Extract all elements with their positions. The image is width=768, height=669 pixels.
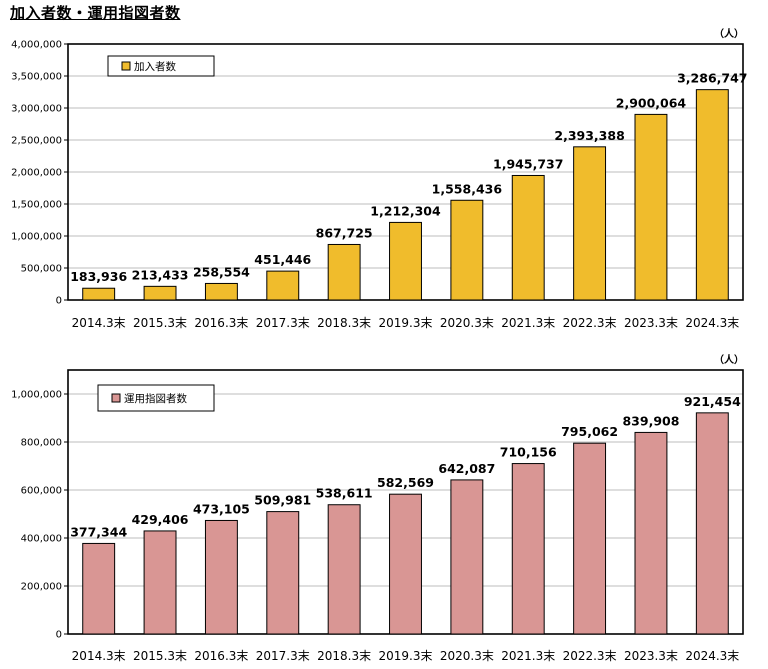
data-label: 710,156 — [500, 445, 557, 460]
x-category-label: 2023.3末 — [624, 649, 678, 663]
bar — [511, 174, 545, 301]
y-tick-label: 400,000 — [21, 534, 62, 545]
x-category-label: 2024.3末 — [685, 316, 739, 330]
y-tick-label: 0 — [56, 296, 62, 307]
bar — [82, 287, 116, 301]
y-tick-label: 0 — [56, 630, 62, 641]
y-tick-label: 1,000,000 — [11, 390, 62, 401]
legend-swatch — [121, 61, 131, 71]
x-category-label: 2015.3末 — [133, 649, 187, 663]
x-category-label: 2020.3末 — [440, 316, 494, 330]
bar — [573, 442, 607, 635]
data-label: 921,454 — [684, 394, 741, 409]
x-category-label: 2017.3末 — [256, 316, 310, 330]
data-label: 509,981 — [254, 493, 311, 508]
x-category-label: 2018.3末 — [317, 649, 371, 663]
bar — [143, 530, 177, 635]
data-label: 839,908 — [622, 413, 679, 428]
y-tick-label: 200,000 — [21, 582, 62, 593]
y-tick-label: 3,000,000 — [11, 104, 62, 115]
legend-label: 運用指図者数 — [124, 392, 187, 405]
bar — [573, 146, 607, 301]
data-label: 3,286,747 — [677, 71, 747, 86]
legend: 加入者数 — [107, 55, 215, 77]
bar — [204, 282, 238, 301]
x-category-label: 2015.3末 — [133, 316, 187, 330]
legend: 運用指図者数 — [97, 384, 215, 412]
data-label: 2,393,388 — [554, 128, 624, 143]
page-title: 加入者数・運用指図者数 — [10, 4, 181, 22]
y-tick-label: 600,000 — [21, 486, 62, 497]
y-tick-label: 3,500,000 — [11, 72, 62, 83]
x-category-label: 2017.3末 — [256, 649, 310, 663]
data-label: 258,554 — [193, 264, 250, 279]
data-label: 795,062 — [561, 424, 618, 439]
bar — [143, 285, 177, 301]
legend-swatch — [111, 393, 121, 403]
legend-label: 加入者数 — [134, 60, 176, 73]
data-label: 538,611 — [316, 486, 373, 501]
data-label: 1,945,737 — [493, 156, 563, 171]
bar — [204, 519, 238, 635]
x-category-label: 2014.3末 — [72, 649, 126, 663]
unit-label: （人） — [714, 27, 744, 40]
x-category-label: 2020.3末 — [440, 649, 494, 663]
bar — [634, 113, 668, 301]
data-label: 451,446 — [254, 252, 311, 267]
bar — [389, 221, 422, 301]
y-tick-label: 500,000 — [21, 264, 62, 275]
y-tick-label: 2,000,000 — [11, 168, 62, 179]
bar — [450, 479, 484, 635]
subscribers-chart: 0 500,000 1,000,000 1,500,000 2,000,000 2,500… — [11, 27, 747, 330]
bar — [327, 243, 361, 301]
y-tick-label: 2,500,000 — [11, 136, 62, 147]
y-tick-label: 800,000 — [21, 438, 62, 449]
operation-instructors-chart: 0 200,000 400,000 600,000 800,000 1,000,000 （人… — [11, 353, 744, 663]
y-tick-label: 4,000,000 — [11, 40, 62, 51]
x-category-label: 2019.3末 — [379, 316, 433, 330]
data-label: 183,936 — [70, 269, 127, 284]
data-label: 2,900,064 — [616, 95, 687, 110]
bar — [634, 431, 668, 635]
y-tick-label: 1,500,000 — [11, 200, 62, 211]
x-category-label: 2019.3末 — [379, 649, 433, 663]
bar — [327, 504, 361, 635]
bar — [511, 463, 545, 635]
x-category-label: 2016.3末 — [194, 649, 248, 663]
x-category-label: 2021.3末 — [501, 649, 555, 663]
x-category-label: 2016.3末 — [194, 316, 248, 330]
x-category-label: 2022.3末 — [563, 649, 617, 663]
unit-label: （人） — [714, 353, 744, 366]
data-label: 1,558,436 — [432, 181, 503, 196]
bar — [266, 270, 300, 301]
x-category-label: 2021.3末 — [501, 316, 555, 330]
y-tick-label: 1,000,000 — [11, 232, 62, 243]
x-category-label: 2014.3末 — [72, 316, 126, 330]
data-label: 213,433 — [132, 267, 189, 282]
x-category-label: 2022.3末 — [563, 316, 617, 330]
bar — [266, 511, 300, 635]
bar — [450, 199, 484, 301]
bar — [389, 493, 422, 635]
bar — [695, 89, 729, 301]
x-category-label: 2023.3末 — [624, 316, 678, 330]
data-label: 867,725 — [316, 225, 373, 240]
bar — [695, 412, 729, 635]
data-label: 1,212,304 — [370, 203, 441, 218]
data-label: 582,569 — [377, 475, 434, 490]
bar — [82, 542, 116, 635]
data-label: 429,406 — [132, 512, 189, 527]
x-category-label: 2024.3末 — [685, 649, 739, 663]
data-label: 473,105 — [193, 501, 250, 516]
data-label: 377,344 — [70, 524, 127, 539]
x-category-label: 2018.3末 — [317, 316, 371, 330]
data-label: 642,087 — [438, 461, 495, 476]
